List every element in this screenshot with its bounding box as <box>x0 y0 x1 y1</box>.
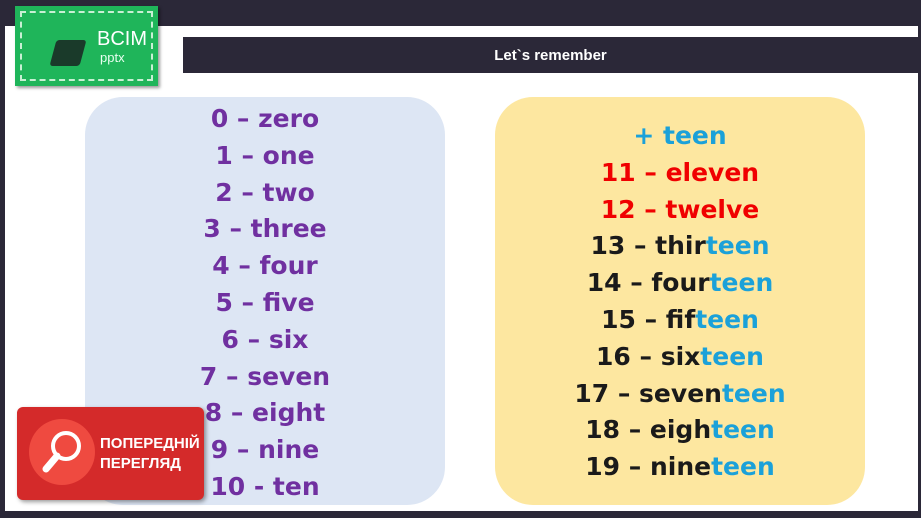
number-item: 8 – eight <box>204 398 326 428</box>
number-stem: 16 – six <box>596 341 701 371</box>
teen-item: 14 – fourteen <box>495 268 865 297</box>
teen-item: 11 – eleven <box>600 157 760 187</box>
teen-item: 17 – seventeen <box>495 379 865 408</box>
number-stem: 14 – four <box>586 268 710 298</box>
number-item: 5 – five <box>215 288 315 317</box>
logo[interactable]: BCIM pptx <box>15 6 158 86</box>
number-item: 3 – three <box>203 214 327 244</box>
teen-suffix: teen <box>711 415 775 445</box>
number-item: 4 – four <box>212 251 318 281</box>
number-item: 9 – nine <box>210 435 320 465</box>
number-stem: 18 – eigh <box>585 415 712 445</box>
number-stem: 15 – fif <box>601 305 696 334</box>
teen-suffix: teen <box>709 268 774 298</box>
number-item: 1 – one <box>215 140 315 170</box>
teen-item: 19 – nineteen <box>495 452 865 481</box>
teen-header: + teen <box>633 121 727 150</box>
logo-text: BCIM <box>97 28 147 50</box>
number-item: 2 – two <box>215 177 315 207</box>
preview-button[interactable]: ПОПЕРЕДНІЙ ПЕРЕГЛЯД <box>17 407 204 500</box>
magnifier-icon <box>29 419 95 485</box>
teen-numbers-panel: + teen 11 – eleven 12 – twelve 13 – thirte… <box>495 97 865 505</box>
title-bar: Let`s remember <box>183 37 918 73</box>
teen-item: 12 – twelve <box>600 194 760 224</box>
teen-suffix: teen <box>700 341 764 371</box>
teen-suffix: teen <box>705 231 770 261</box>
number-item: 0 – zero <box>210 104 320 133</box>
teen-item: 18 – eighteen <box>495 415 865 444</box>
number-item: 10 - ten <box>210 472 320 501</box>
teen-item: 15 – fifteen <box>495 305 865 334</box>
teen-suffix: teen <box>711 452 775 482</box>
number-stem: 19 – nine <box>585 452 712 482</box>
slide-title: Let`s remember <box>494 46 607 64</box>
teen-suffix: teen <box>695 305 759 334</box>
teen-item: 16 – sixteen <box>495 342 865 371</box>
number-item: 6 – six <box>221 324 309 354</box>
teen-suffix: teen <box>721 378 786 408</box>
preview-line1: ПОПЕРЕДНІЙ <box>100 435 200 452</box>
number-item: 7 – seven <box>199 361 331 391</box>
preview-line2: ПЕРЕГЛЯД <box>100 455 181 472</box>
number-stem: 17 – seven <box>574 378 722 408</box>
number-stem: 13 – thir <box>590 231 706 261</box>
preview-label: ПОПЕРЕДНІЙ ПЕРЕГЛЯД <box>100 434 200 474</box>
logo-border <box>20 11 153 81</box>
logo-subtext: pptx <box>100 50 125 65</box>
teen-item: 13 – thirteen <box>495 231 865 260</box>
